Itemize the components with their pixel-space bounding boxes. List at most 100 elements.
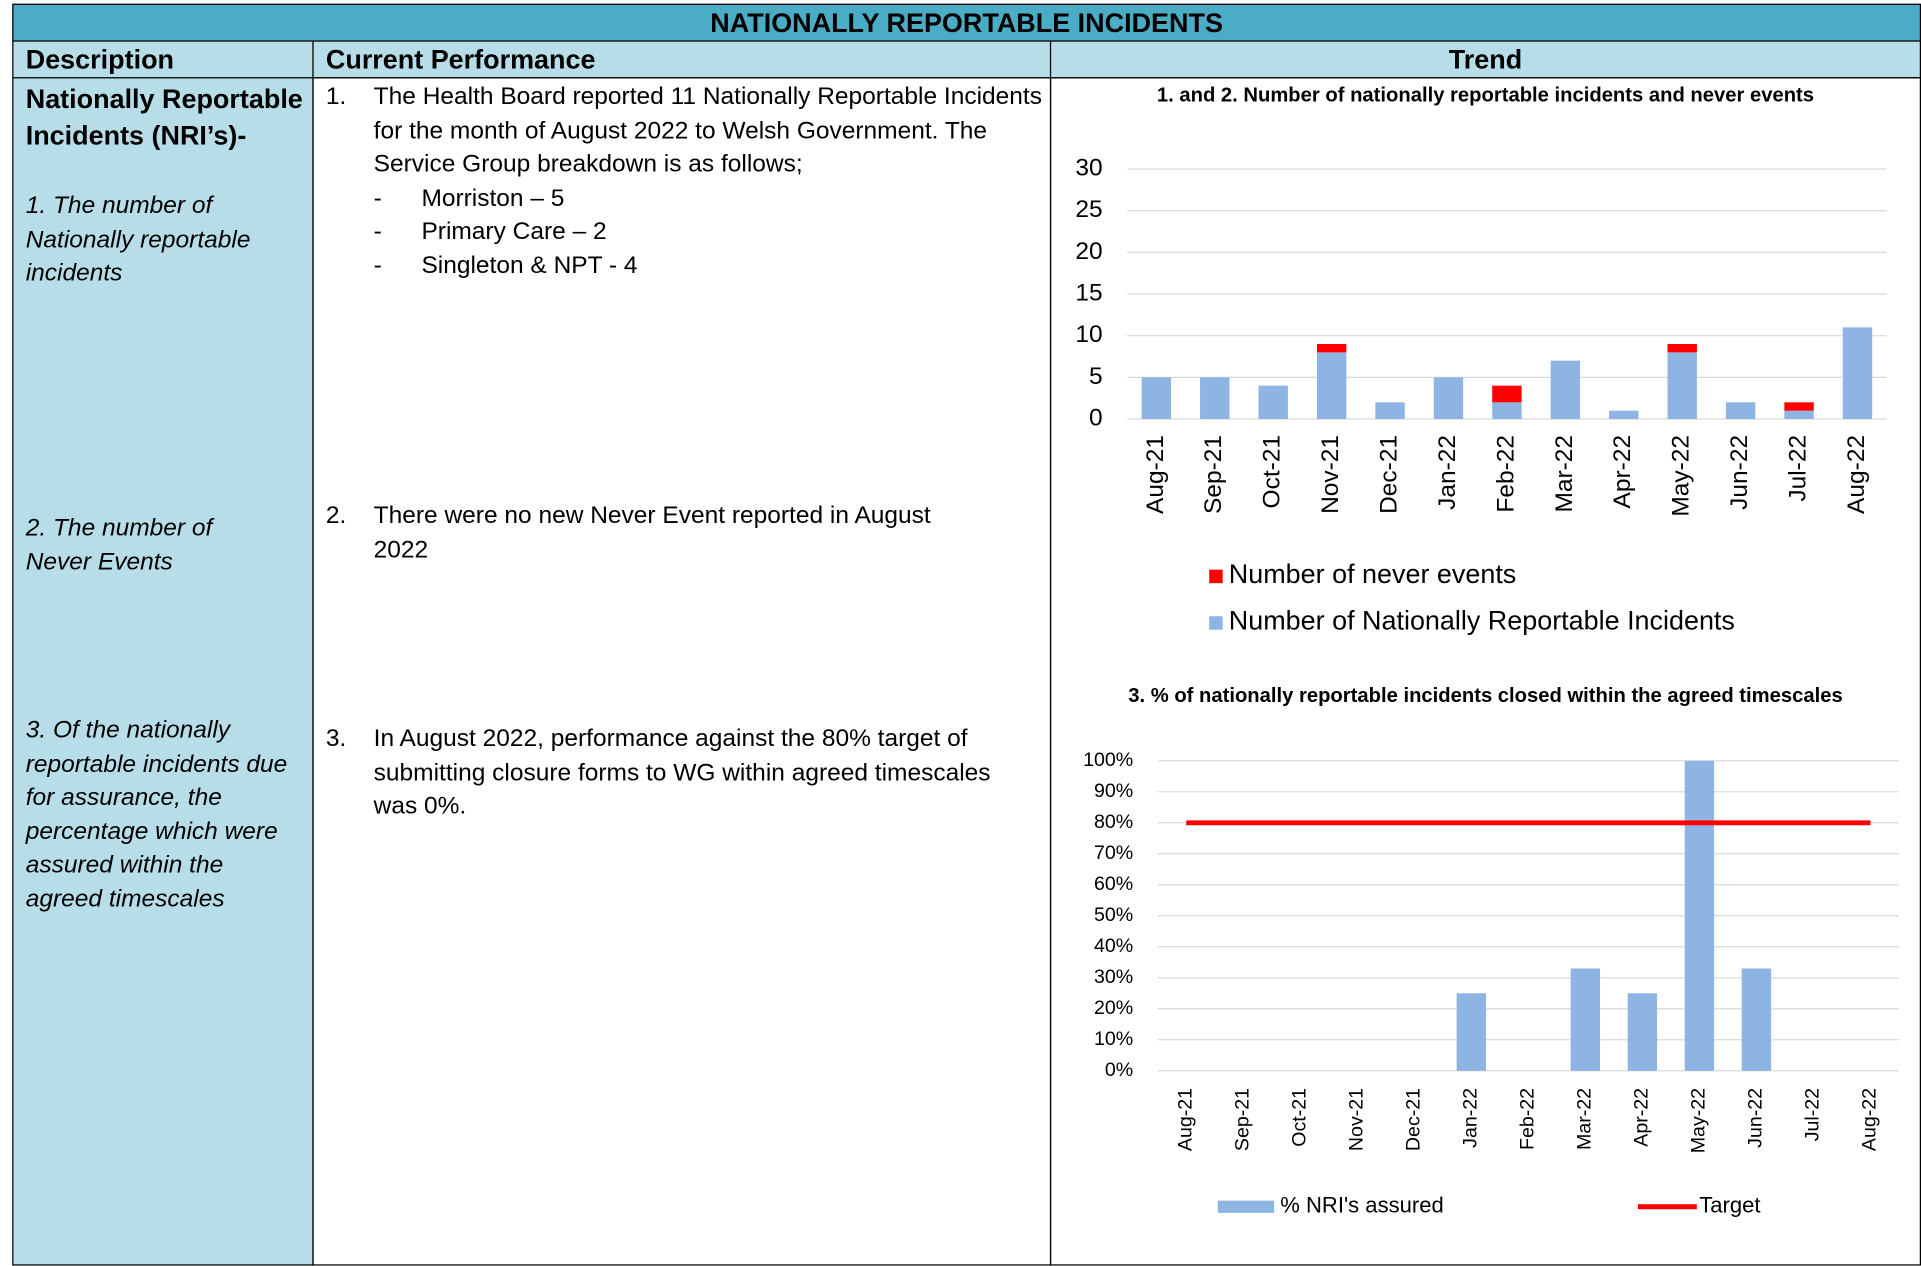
header-cell: Current Performance xyxy=(312,40,1052,79)
item-number: 1. xyxy=(325,83,347,111)
x-tick-label: Feb-22 xyxy=(1492,435,1519,513)
bullet-text: Primary Care – 2 xyxy=(421,218,607,246)
x-tick-label: Mar-22 xyxy=(1551,435,1578,513)
bar xyxy=(1741,968,1772,1071)
x-tick-label: Apr-22 xyxy=(1631,1088,1653,1147)
x-tick-label: Jan-22 xyxy=(1434,435,1461,510)
item-text: The Health Board reported 11 Nationally … xyxy=(373,83,1042,178)
x-tick-label: Jul-22 xyxy=(1802,1088,1824,1141)
bar xyxy=(1200,377,1230,419)
y-tick-label: 40% xyxy=(1094,935,1133,957)
bar xyxy=(1375,402,1405,419)
trend-charts: 0 5 10 15 20 25 30 Aug-21 Sep-21 Oct-21 Nov-21 Dec-… xyxy=(1075,155,1899,1218)
bar xyxy=(1141,377,1172,419)
item-text: There were no new Never Event reported i… xyxy=(373,502,931,563)
x-tick-label: May-22 xyxy=(1668,435,1695,517)
bullet-text: Morriston – 5 xyxy=(421,184,565,212)
description-item: 1. The number of Nationally reportable i… xyxy=(25,192,251,287)
x-tick-label: Jul-22 xyxy=(1785,435,1812,502)
x-tick-label: Dec-21 xyxy=(1376,435,1403,514)
bar xyxy=(1784,402,1814,411)
chart-title: 3. % of nationally reportable incidents … xyxy=(1128,684,1843,707)
bar xyxy=(1456,993,1487,1071)
legend-swatch xyxy=(1209,616,1223,630)
y-tick-label: 90% xyxy=(1094,780,1133,802)
table-title: NATIONALLY REPORTABLE INCIDENTS xyxy=(12,3,1921,42)
bullet-marker: - xyxy=(373,251,382,279)
bar xyxy=(1492,385,1522,403)
chart-title: 1. and 2. Number of nationally reportabl… xyxy=(1156,84,1815,107)
x-tick-label: Aug-22 xyxy=(1859,1088,1881,1151)
header-cell: Trend xyxy=(1049,40,1921,79)
y-tick-label: 10% xyxy=(1094,1028,1133,1050)
x-tick-label: Sep-21 xyxy=(1200,435,1227,514)
bar xyxy=(1258,385,1288,419)
x-tick-label: Apr-22 xyxy=(1609,435,1636,509)
item-number: 2. xyxy=(325,502,347,530)
x-tick-label: Jun-22 xyxy=(1745,1088,1767,1148)
legend-swatch xyxy=(1209,569,1223,584)
bar xyxy=(1627,993,1658,1071)
legend-swatch xyxy=(1217,1200,1275,1213)
bullet: - Singleton & NPT - 4 xyxy=(374,249,1043,283)
y-tick-label: 80% xyxy=(1094,811,1133,833)
bar xyxy=(1316,344,1347,353)
bar xyxy=(1784,410,1814,419)
y-tick-label: 25 xyxy=(1075,196,1102,223)
x-tick-label: Oct-21 xyxy=(1259,435,1286,509)
y-tick-label: 70% xyxy=(1094,842,1133,864)
bar xyxy=(1550,360,1581,419)
bullet: - Morriston – 5 xyxy=(374,182,1043,216)
bar xyxy=(1433,377,1464,419)
y-tick-label: 10 xyxy=(1075,321,1102,348)
bullet-text: Singleton & NPT - 4 xyxy=(421,251,638,279)
legend-label: Target xyxy=(1699,1193,1760,1218)
x-tick-label: Jan-22 xyxy=(1460,1088,1482,1148)
description-heading: Nationally Reportable Incidents (NRI’s)- xyxy=(25,83,303,151)
bar xyxy=(1316,352,1347,419)
x-tick-label: Dec-21 xyxy=(1402,1088,1424,1151)
bar xyxy=(1492,402,1522,419)
bar xyxy=(1609,410,1639,419)
bar xyxy=(1667,352,1697,419)
item-text: In August 2022, performance against the … xyxy=(373,725,991,820)
description-cell xyxy=(12,77,314,1266)
y-tick-label: 50% xyxy=(1094,904,1133,926)
performance-item: 3. In August 2022, performance against t… xyxy=(326,723,1012,824)
bullet-marker: - xyxy=(373,218,382,246)
y-tick-label: 0% xyxy=(1105,1059,1133,1081)
x-tick-label: Sep-21 xyxy=(1231,1088,1253,1151)
x-tick-label: Oct-21 xyxy=(1288,1088,1310,1147)
y-tick-label: 5 xyxy=(1089,363,1103,390)
description-item: 3. Of the nationally reportable incident… xyxy=(25,716,288,913)
x-tick-label: Feb-22 xyxy=(1517,1088,1539,1150)
header-cell: Description xyxy=(12,40,314,79)
performance-item: 1. The Health Board reported 11 National… xyxy=(326,81,1043,283)
x-tick-label: Jun-22 xyxy=(1726,435,1753,510)
legend-label: % NRI's assured xyxy=(1280,1193,1443,1218)
y-tick-label: 20% xyxy=(1094,997,1133,1019)
y-tick-label: 15 xyxy=(1075,279,1102,306)
y-tick-label: 60% xyxy=(1094,873,1133,895)
bar xyxy=(1725,402,1756,419)
bullet: - Primary Care – 2 xyxy=(374,216,1043,250)
legend-label: Number of Nationally Reportable Incident… xyxy=(1229,605,1735,635)
x-tick-label: Nov-21 xyxy=(1345,1088,1367,1151)
bar xyxy=(1684,760,1715,1071)
y-tick-label: 30% xyxy=(1094,966,1133,988)
bullet-marker: - xyxy=(373,184,382,212)
performance-item: 2. There were no new Never Event reporte… xyxy=(326,500,988,567)
x-tick-label: Mar-22 xyxy=(1574,1088,1596,1150)
x-tick-label: Aug-22 xyxy=(1843,435,1870,514)
x-tick-label: May-22 xyxy=(1688,1088,1710,1153)
y-tick-label: 30 xyxy=(1075,155,1102,182)
y-tick-label: 100% xyxy=(1083,749,1133,771)
bar xyxy=(1570,968,1601,1071)
bar xyxy=(1842,327,1873,419)
item-number: 3. xyxy=(325,725,347,753)
y-tick-label: 0 xyxy=(1089,404,1103,431)
x-tick-label: Nov-21 xyxy=(1317,435,1344,514)
y-tick-label: 20 xyxy=(1075,238,1102,265)
x-tick-label: Aug-21 xyxy=(1174,1088,1196,1151)
